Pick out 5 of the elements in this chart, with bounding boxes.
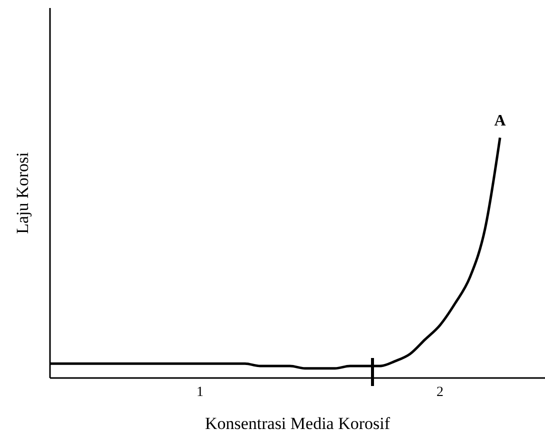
text: A — [494, 112, 506, 130]
x-tick-label: 1 — [196, 384, 204, 400]
x-axis-title: Konsentrasi Media Korosif — [204, 414, 390, 433]
y-axis-title: Laju Korosi — [13, 152, 32, 234]
x-tick-label: 2 — [436, 384, 444, 400]
